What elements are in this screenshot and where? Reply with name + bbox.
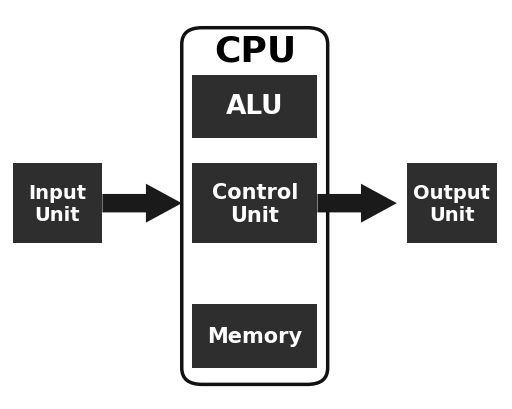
Bar <box>192 76 317 139</box>
Text: CPU: CPU <box>214 34 296 68</box>
Bar <box>407 164 497 243</box>
FancyArrow shape <box>102 184 182 223</box>
FancyBboxPatch shape <box>182 29 328 384</box>
Text: ALU: ALU <box>226 94 284 120</box>
Text: Output
Unit: Output Unit <box>413 183 490 224</box>
Bar <box>13 164 102 243</box>
Text: Control
Unit: Control Unit <box>212 182 298 225</box>
Bar <box>192 164 317 243</box>
Text: Memory: Memory <box>207 326 303 346</box>
Bar <box>192 305 317 368</box>
FancyArrow shape <box>317 184 397 223</box>
Text: Input
Unit: Input Unit <box>28 183 87 224</box>
